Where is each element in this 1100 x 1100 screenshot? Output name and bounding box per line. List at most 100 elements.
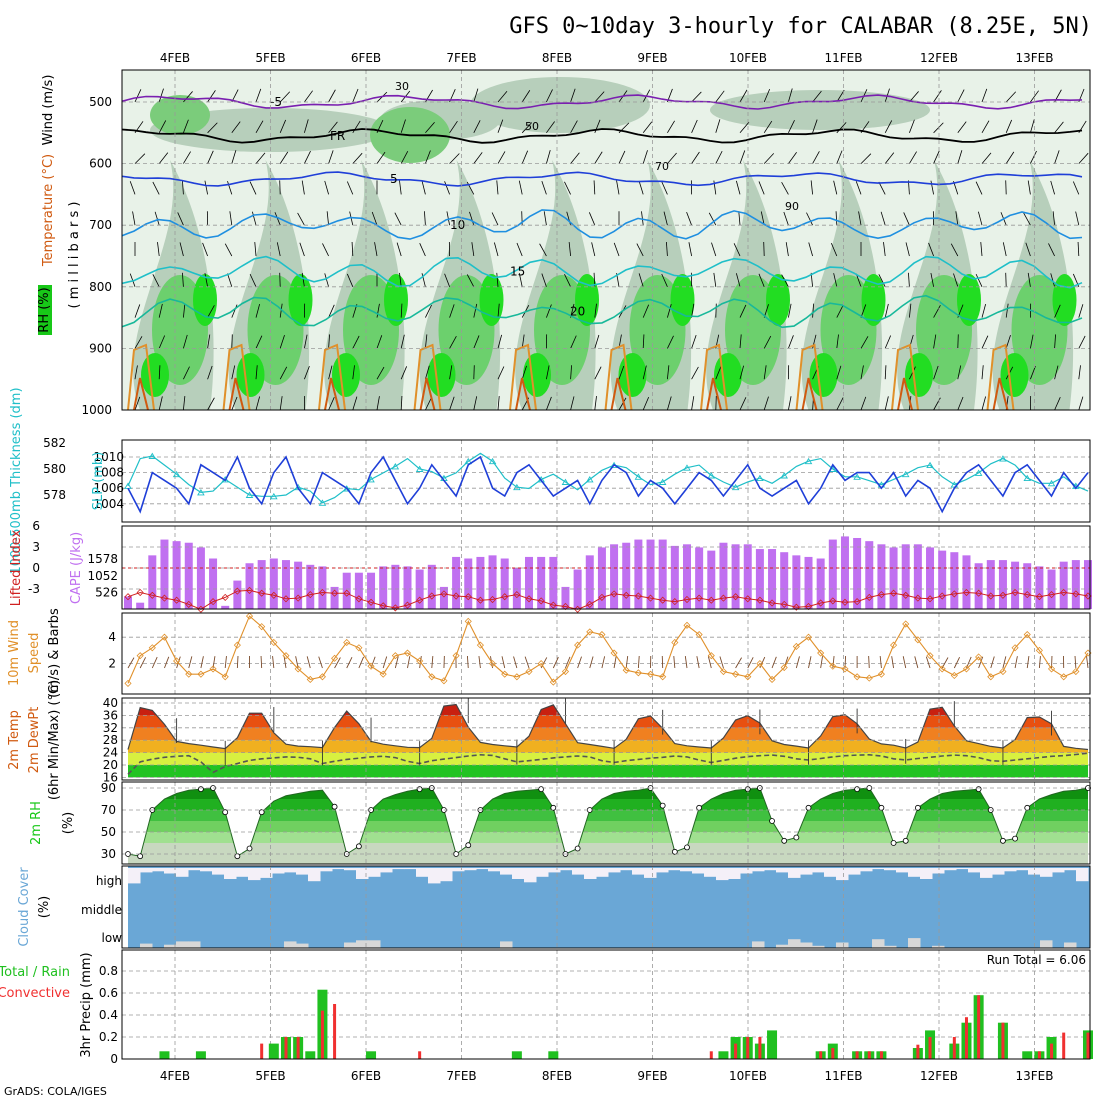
wind-speed-point <box>318 673 326 681</box>
thickness-point <box>391 463 400 470</box>
wind-barb-10m <box>747 657 754 669</box>
wind-barb <box>1052 211 1055 226</box>
wind-barb <box>981 152 992 164</box>
rh-point <box>878 804 885 811</box>
precip-convective-bar <box>418 1051 422 1059</box>
wind-barb-10m <box>334 657 341 669</box>
wind-barb <box>304 365 310 380</box>
wind-barb <box>642 304 650 318</box>
wind-barb <box>400 366 408 380</box>
lifted-index-point <box>355 595 363 603</box>
lifted-index-point <box>792 603 800 611</box>
wind-barb-10m <box>990 656 995 669</box>
wind-barb <box>975 273 983 287</box>
wind-barb-10m <box>224 656 227 669</box>
wind-barb <box>152 274 160 287</box>
lifted-index-point <box>1047 591 1056 599</box>
wind-barb-10m <box>1086 656 1089 669</box>
lifted-index-point <box>877 591 885 599</box>
temp-contour-25 <box>413 343 442 411</box>
wind-barb <box>642 150 648 164</box>
temp-tick-label: 28 <box>103 733 118 747</box>
cape-bar <box>658 539 667 609</box>
cloud-high-bar <box>920 868 933 879</box>
wind-barb <box>812 151 820 164</box>
wind-barb <box>739 121 750 134</box>
wind-barb <box>667 335 674 349</box>
thickness-point <box>294 483 302 491</box>
wind-speed-point <box>525 667 533 676</box>
temp-contour <box>121 171 1083 187</box>
thickness-point <box>148 452 157 459</box>
wind-barb <box>788 396 792 411</box>
wind-unit-axis-label: (m/s) & Barbs <box>47 608 62 698</box>
rh-tick-label: 70 <box>101 803 116 817</box>
bottom-date-label: 5FEB <box>255 1069 285 1083</box>
thickness-point <box>342 485 351 492</box>
cloud-high-bar <box>512 868 525 879</box>
wind-barb <box>739 365 745 380</box>
wind-barb <box>691 303 695 318</box>
li-tick-label: -3 <box>28 582 40 596</box>
lifted-index-point <box>452 592 460 600</box>
wind-barb-10m <box>513 656 518 669</box>
wind-speed-point <box>488 660 497 668</box>
wind-barb <box>975 181 983 195</box>
rh-point <box>198 786 204 792</box>
wind-barb <box>858 211 862 226</box>
cape-bar <box>840 536 849 609</box>
cloud-high-bar <box>1016 868 1029 871</box>
cloud-high-bar <box>128 868 141 884</box>
bottom-date-label: 6FEB <box>351 1069 381 1083</box>
wind-barb <box>421 273 426 287</box>
rh-band <box>128 843 1088 864</box>
wind-barb <box>134 365 138 380</box>
cape-bar <box>962 555 971 609</box>
wind-speed-point <box>586 628 594 636</box>
wind-barb <box>301 180 305 195</box>
wind-barb <box>909 119 915 133</box>
rh-shade-70 <box>150 108 390 152</box>
rh-shade-95 <box>905 353 933 397</box>
cloud-high-bar <box>992 868 1005 875</box>
cloud-high-bar <box>1004 868 1017 872</box>
precip-total-label: Total / Rain <box>0 965 70 980</box>
wind-barb-10m <box>382 656 388 669</box>
temp-contour-30 <box>228 377 245 411</box>
precip-convective-bar <box>867 1051 871 1059</box>
cloud-high-bar <box>236 868 249 877</box>
rh-point <box>769 818 775 824</box>
wind-barb <box>444 181 450 195</box>
wind-speed-point <box>1023 630 1031 639</box>
wind-barb-10m <box>795 656 800 669</box>
lifted-index-point <box>926 595 934 603</box>
wind-barb-10m <box>771 656 777 669</box>
rh-point <box>975 786 982 792</box>
cloud-high-bar <box>344 868 357 871</box>
wind-barb <box>760 211 765 226</box>
wind-speed-point <box>537 660 545 668</box>
wind-barb <box>788 335 794 349</box>
wind-barb-10m <box>272 656 275 669</box>
precip-convective-bar <box>1086 1032 1090 1059</box>
wind-barb <box>471 242 475 257</box>
wind-barb <box>546 121 555 134</box>
temp-contour <box>121 128 1083 144</box>
wind-barb <box>521 150 529 164</box>
wind-barb <box>328 121 338 134</box>
top-date-label: 13FEB <box>1016 51 1054 65</box>
cloud-low-bar <box>296 943 309 948</box>
wind-barb <box>521 334 525 349</box>
wind-barb <box>933 122 944 134</box>
temp-contour-label: -5 <box>270 95 282 109</box>
wind-barb <box>1027 180 1031 195</box>
thickness-point <box>488 457 497 465</box>
cape-bar <box>537 556 546 609</box>
wind-barb <box>424 211 426 226</box>
wind-barb <box>183 303 186 318</box>
cloud-low-bar <box>776 944 789 948</box>
precip-tick-label: 0.4 <box>99 1008 118 1022</box>
lifted-index-point <box>574 605 582 613</box>
wind-barb <box>830 242 838 257</box>
